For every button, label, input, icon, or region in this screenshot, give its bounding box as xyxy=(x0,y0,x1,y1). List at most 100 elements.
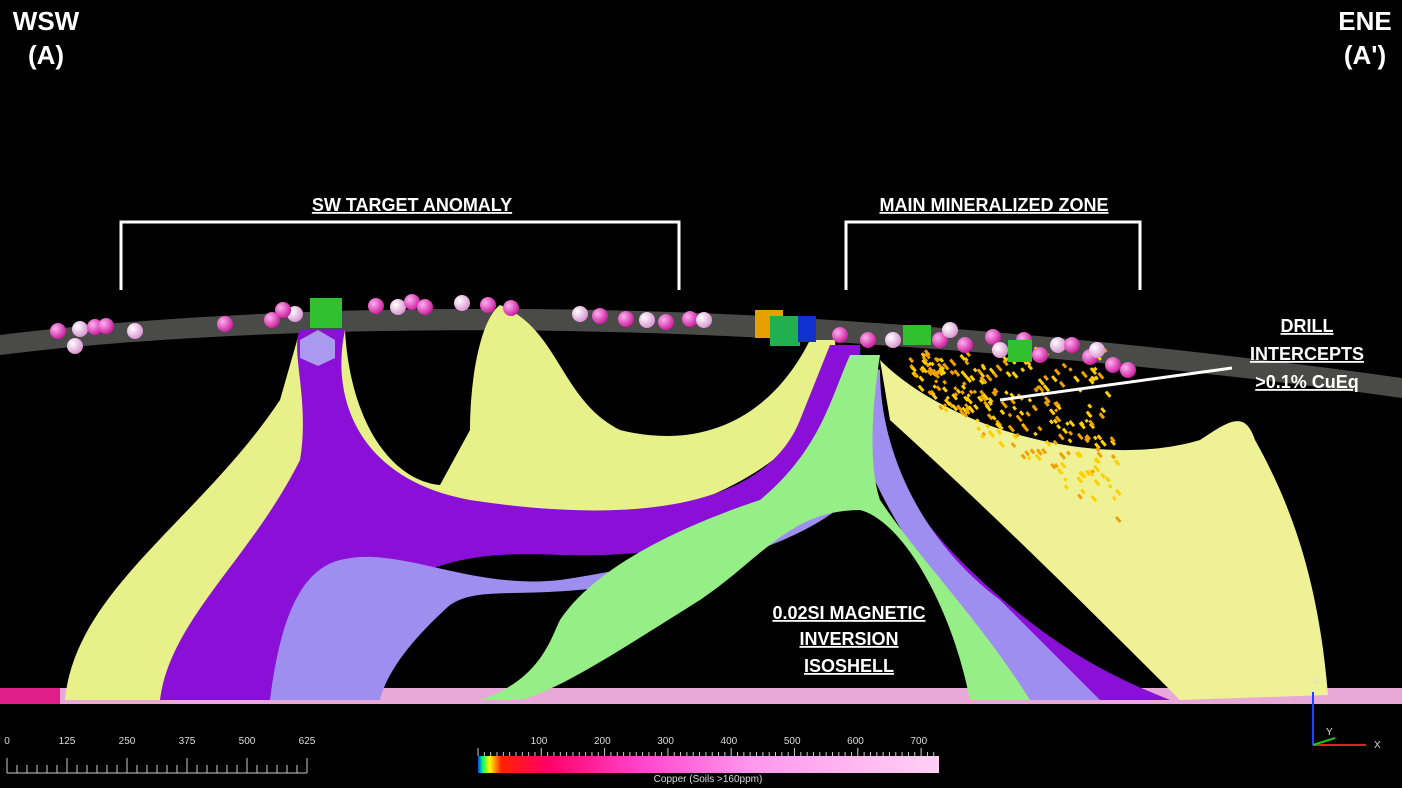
drill-segment xyxy=(966,393,971,398)
drill-segment xyxy=(1088,419,1095,427)
sample-sphere xyxy=(572,306,588,322)
drill-segment xyxy=(1043,396,1051,404)
drill-segment xyxy=(919,367,926,374)
drill-segment xyxy=(1076,432,1084,441)
drill-segment xyxy=(1061,427,1069,435)
drill-segment xyxy=(976,368,983,375)
drill-segment xyxy=(1084,418,1089,423)
drill-segment xyxy=(1094,456,1101,464)
sample-sphere xyxy=(480,297,496,313)
drill-segment xyxy=(1018,410,1025,416)
drill-segment xyxy=(981,431,987,437)
scale-bar: 0 125 250 375 500 625 xyxy=(4,736,316,774)
drill-segment xyxy=(1076,451,1083,458)
drill-segment xyxy=(1029,448,1036,455)
drill-segment xyxy=(1037,385,1045,393)
sample-sphere xyxy=(618,311,634,327)
drill-segment xyxy=(1054,415,1062,423)
isoshell-lavender xyxy=(270,360,1100,700)
drill-segment xyxy=(960,384,967,390)
color-scale-label: 200 xyxy=(594,736,611,747)
drill-segment xyxy=(921,358,928,366)
drill-segment xyxy=(1035,448,1043,456)
drill-segment xyxy=(963,357,969,362)
isoshell-yellow xyxy=(880,360,1328,700)
drill-segment xyxy=(924,352,931,360)
drill-segment xyxy=(961,381,967,386)
sample-sphere xyxy=(275,302,291,318)
drill-segment xyxy=(930,361,935,367)
drill-segment xyxy=(979,389,985,396)
drill-segment xyxy=(1040,447,1048,455)
drill-segment xyxy=(975,418,980,423)
sample-sphere xyxy=(50,323,66,339)
drill-segment xyxy=(1065,421,1070,426)
drill-segment xyxy=(1080,488,1086,495)
drill-segment xyxy=(1098,412,1105,420)
scale-label: 625 xyxy=(299,736,316,747)
drill-segment xyxy=(995,364,1003,372)
drill-segment xyxy=(1050,462,1057,470)
drill-segment xyxy=(984,404,992,412)
drill-segment xyxy=(1033,387,1039,393)
scale-label: 250 xyxy=(119,736,136,747)
sample-sphere xyxy=(368,298,384,314)
drill-segment xyxy=(908,356,915,364)
drill-segment xyxy=(1059,461,1067,469)
sample-sphere xyxy=(942,322,958,338)
isoshell-green xyxy=(480,355,1030,700)
drill-segment xyxy=(1063,477,1068,482)
drill-segment xyxy=(1107,484,1113,489)
block-marker xyxy=(310,298,342,328)
leader-line xyxy=(999,366,1233,402)
drill-segment xyxy=(1115,488,1122,496)
drill-segment xyxy=(1099,472,1106,479)
drill-segment xyxy=(1093,464,1101,473)
drill-segment xyxy=(976,426,982,432)
drill-segment xyxy=(984,423,991,429)
isoshell-purple xyxy=(160,330,1170,700)
sample-sphere xyxy=(404,294,420,310)
drill-segment xyxy=(985,373,993,382)
drill-segment xyxy=(1002,359,1009,367)
drill-segment xyxy=(1027,364,1034,371)
ground-plane-edge xyxy=(0,688,60,704)
drill-segment xyxy=(967,405,973,411)
drill-segment xyxy=(1093,478,1101,487)
sample-sphere xyxy=(658,314,674,330)
drill-segment xyxy=(918,375,925,382)
drill-segment xyxy=(1087,403,1093,409)
drill-segment xyxy=(1004,390,1009,396)
drill-segment xyxy=(995,428,1002,436)
drill-segment xyxy=(979,394,987,402)
drill-segment xyxy=(942,379,948,385)
drill-segment xyxy=(1084,437,1090,444)
color-bar xyxy=(478,756,939,773)
drill-segment xyxy=(923,349,931,357)
drill-segment xyxy=(934,379,939,384)
drill-segment xyxy=(1056,467,1064,475)
sample-sphere xyxy=(390,299,406,315)
drill-segment xyxy=(1104,390,1112,398)
drill-segment xyxy=(943,407,949,413)
drill-segment xyxy=(1054,408,1059,413)
triad-label: Y xyxy=(1326,727,1333,738)
drill-segment xyxy=(1005,370,1012,378)
drill-segment xyxy=(991,415,997,421)
drill-segment xyxy=(1096,434,1103,441)
drill-segment xyxy=(1002,356,1009,363)
drill-segment xyxy=(1037,378,1045,386)
triad-label: X xyxy=(1374,740,1381,751)
drill-segment xyxy=(1058,451,1067,460)
drill-segment xyxy=(951,393,959,401)
drill-segment xyxy=(979,375,987,384)
drill-segment xyxy=(917,384,925,393)
drill-segment xyxy=(1043,400,1050,407)
sample-sphere xyxy=(217,316,233,332)
annotation: INTERCEPTS xyxy=(1250,344,1364,364)
drill-segment xyxy=(921,355,929,363)
drill-segment xyxy=(1090,469,1096,474)
drill-segment xyxy=(976,395,984,403)
scale-label: 500 xyxy=(239,736,256,747)
sample-sphere xyxy=(503,300,519,316)
